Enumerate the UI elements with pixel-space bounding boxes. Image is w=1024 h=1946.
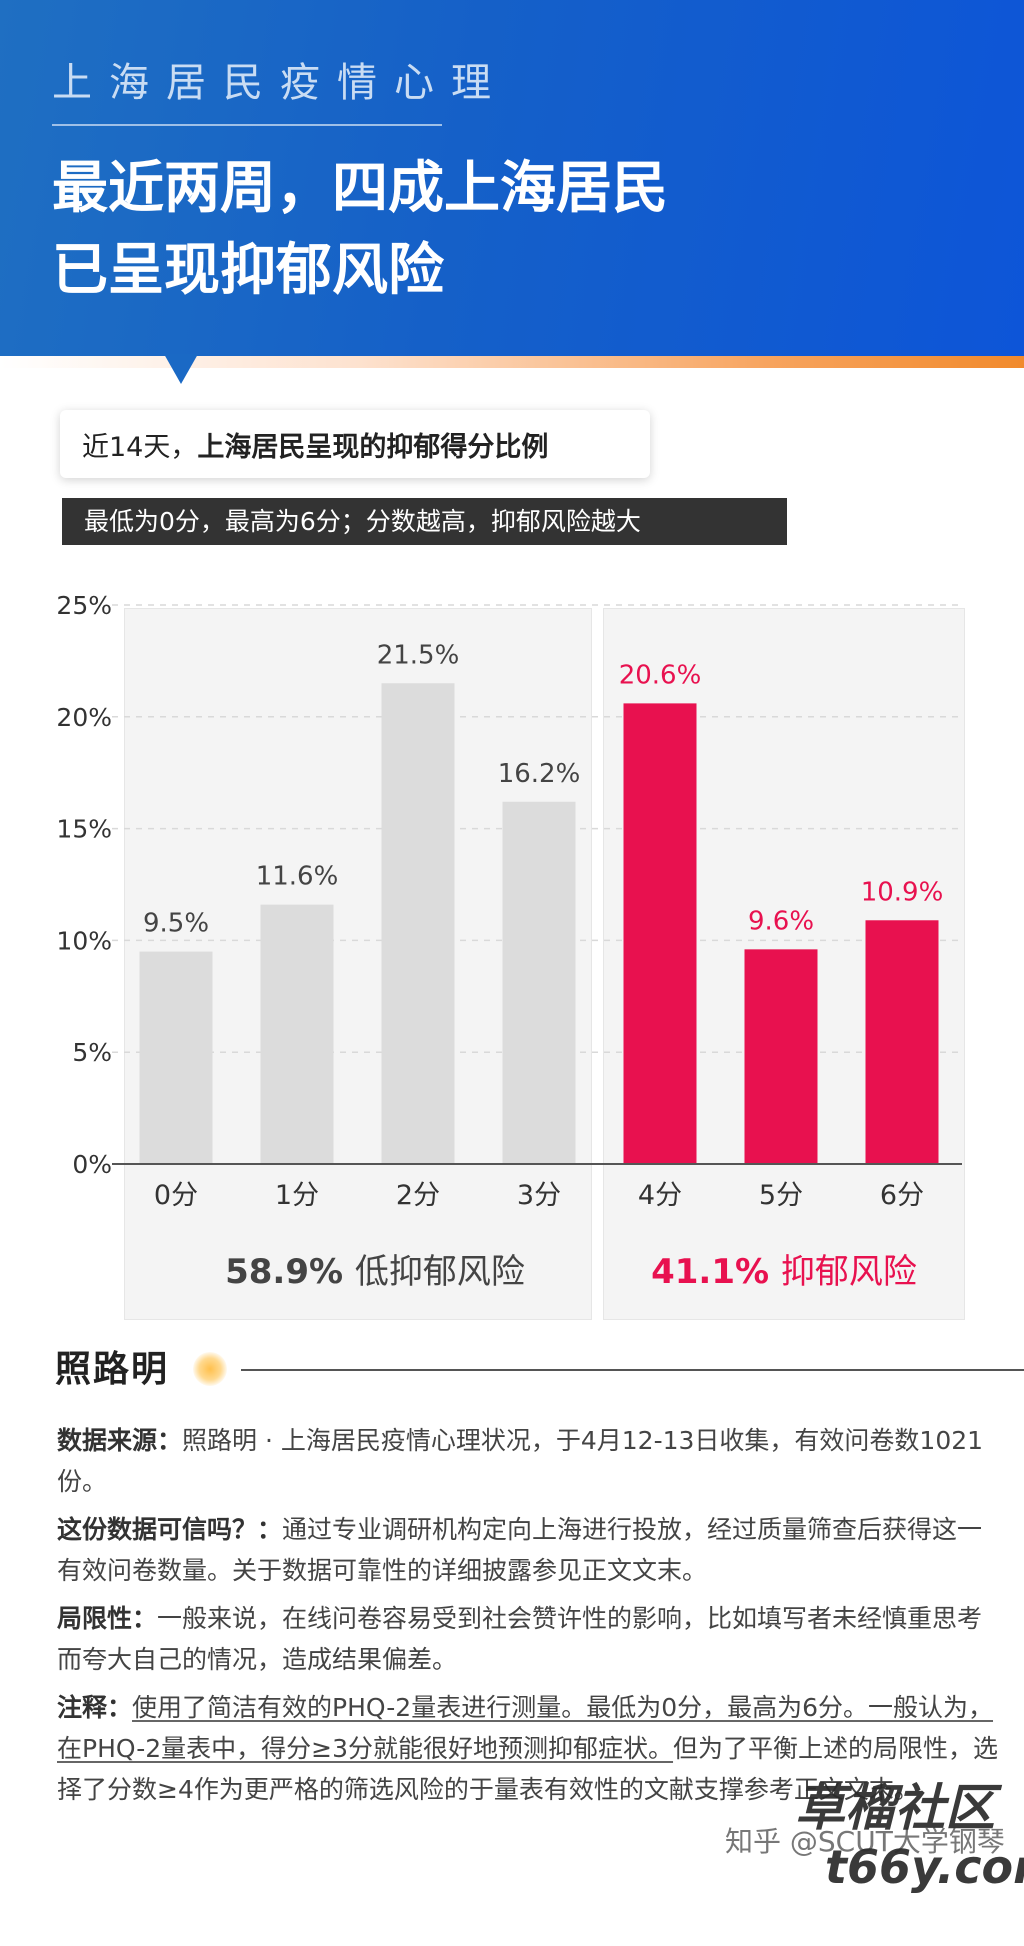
chart-subtitle: 近14天，上海居民呈现的抑郁得分比例 — [82, 425, 548, 464]
headline-line-1: 最近两周，四成上海居民 — [52, 156, 668, 221]
x-tick-label: 0分 — [154, 1180, 198, 1211]
data-label: 9.5% — [143, 909, 209, 939]
y-tick-label: 0% — [72, 1150, 112, 1179]
note-comment-key: 注释： — [57, 1693, 133, 1722]
note-comment-tail: 于量表有效性的文献支撑参考正文文末。 — [468, 1775, 919, 1804]
y-tick-label: 15% — [56, 815, 112, 844]
site-watermark-small: t66y.com — [825, 1840, 1024, 1894]
low-risk-summary: 58.9% 低抑郁风险 — [125, 1244, 625, 1293]
high-risk-label: 抑郁风险 — [780, 1252, 917, 1292]
note-source-text: 照路明 · 上海居民疫情心理状况，于4月12-13日收集，有效问卷数1021份。 — [57, 1426, 984, 1496]
data-label: 20.6% — [619, 660, 702, 690]
bar — [260, 904, 334, 1164]
header-kicker: 上海居民疫情心理 — [52, 60, 508, 106]
headline-line-2: 已呈现抑郁风险 — [52, 238, 444, 303]
high-risk-summary: 41.1% 抑郁风险 — [604, 1244, 964, 1293]
y-tick-label: 5% — [72, 1038, 112, 1067]
y-tick-label: 10% — [56, 926, 112, 955]
chart-subtitle-card: 近14天，上海居民呈现的抑郁得分比例 — [60, 410, 650, 478]
x-tick-label: 4分 — [638, 1180, 682, 1211]
note-limit-key: 局限性： — [57, 1604, 158, 1633]
bar — [502, 801, 576, 1164]
site-watermark-big: 草榴社区 — [795, 1779, 995, 1837]
x-tick-label: 5分 — [759, 1180, 803, 1211]
note-comment: 注释：使用了简洁有效的PHQ-2量表进行测量。最低为0分，最高为6分。一般认为，… — [57, 1687, 1007, 1810]
data-label: 10.9% — [861, 877, 944, 907]
accent-gradient-bar — [0, 356, 1024, 368]
note-credibility-key: 这份数据可信吗？： — [57, 1515, 283, 1544]
bar — [623, 703, 697, 1164]
data-label: 21.5% — [377, 640, 460, 670]
low-risk-pct: 58.9% — [225, 1252, 344, 1292]
y-tick-label: 20% — [56, 703, 112, 732]
note-credibility-text: 通过专业调研机构定向上海进行投放，经过质量筛查后获得这一有效问卷数量。关于数据可… — [57, 1515, 983, 1585]
note-comment-rest: 但为了平衡上述的局限性，选择了分数≥4作为更严格的筛选风险的 — [57, 1734, 999, 1804]
subtitle-bold: 上海居民呈现的抑郁得分比例 — [197, 432, 549, 463]
data-label: 16.2% — [498, 759, 581, 789]
brand-divider — [241, 1369, 1024, 1371]
subtitle-prefix: 近14天， — [82, 432, 198, 463]
x-tick-label: 3分 — [517, 1180, 561, 1211]
high-risk-pct: 41.1% — [651, 1252, 770, 1292]
y-tick-label: 25% — [56, 591, 112, 620]
data-label: 9.6% — [748, 906, 814, 936]
brand-logo: 照路明 — [55, 1348, 170, 1390]
bar — [139, 951, 213, 1164]
x-tick-label: 1分 — [275, 1180, 319, 1211]
scale-note: 最低为0分，最高为6分；分数越高，抑郁风险越大 — [62, 498, 787, 545]
note-limit-text: 一般来说，在线问卷容易受到社会赞许性的影响，比如填写者未经慎重思考而夸大自己的情… — [57, 1604, 983, 1674]
note-source-key: 数据来源： — [57, 1426, 183, 1455]
brand-glow-icon — [193, 1352, 227, 1386]
page-title: 最近两周，四成上海居民 已呈现抑郁风险 — [52, 148, 668, 312]
note-limit: 局限性：一般来说，在线问卷容易受到社会赞许性的影响，比如填写者未经慎重思考而夸大… — [57, 1598, 1007, 1680]
notes-section: 数据来源：照路明 · 上海居民疫情心理状况，于4月12-13日收集，有效问卷数1… — [57, 1420, 1007, 1817]
brand-row: 照路明 — [55, 1340, 1024, 1400]
header-banner: 上海居民疫情心理 最近两周，四成上海居民 已呈现抑郁风险 — [0, 0, 1024, 356]
header-pointer-icon — [164, 354, 198, 384]
note-credibility: 这份数据可信吗？：通过专业调研机构定向上海进行投放，经过质量筛查后获得这一有效问… — [57, 1509, 1007, 1591]
x-tick-label: 2分 — [396, 1180, 440, 1211]
x-tick-label: 6分 — [880, 1180, 924, 1211]
bar — [865, 920, 939, 1164]
note-source: 数据来源：照路明 · 上海居民疫情心理状况，于4月12-13日收集，有效问卷数1… — [57, 1420, 1007, 1502]
platform-watermark: 知乎 @SCUT大学钢琴 — [725, 1825, 1005, 1858]
note-comment-underlined: 使用了简洁有效的PHQ-2量表进行测量。最低为0分，最高为6分。一般认为，在PH… — [57, 1693, 994, 1763]
bar — [744, 949, 818, 1164]
data-label: 11.6% — [256, 862, 339, 892]
kicker-divider — [52, 124, 442, 126]
low-risk-label: 低抑郁风险 — [354, 1252, 525, 1292]
bar — [381, 683, 455, 1164]
